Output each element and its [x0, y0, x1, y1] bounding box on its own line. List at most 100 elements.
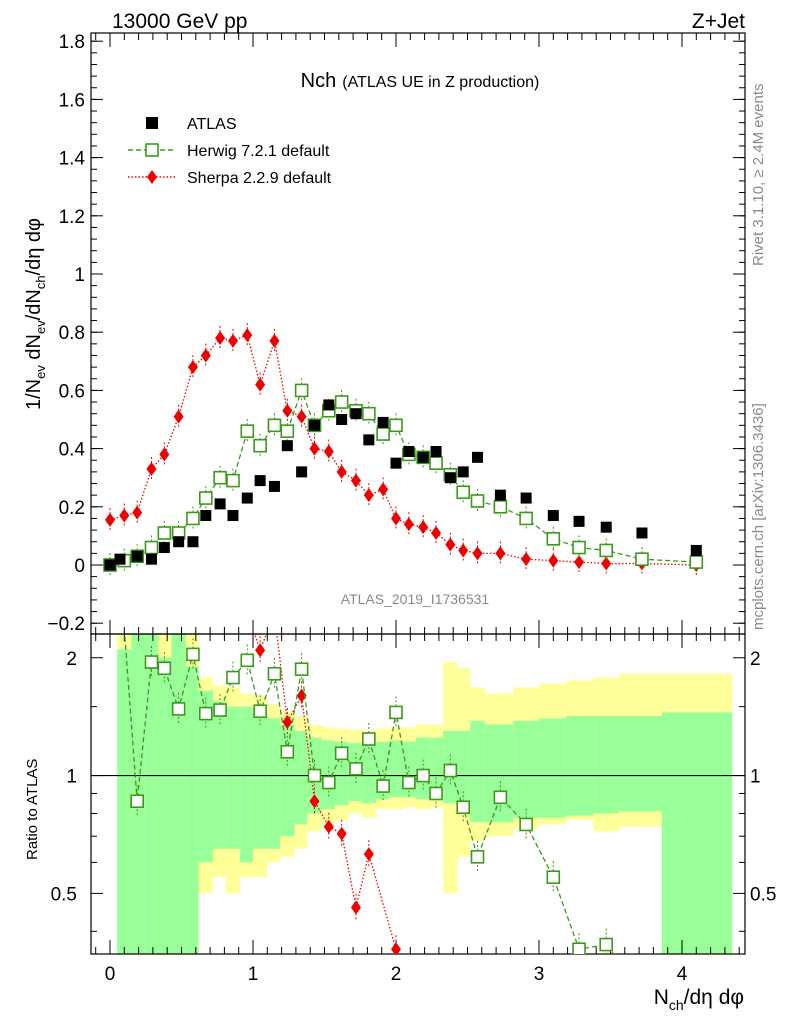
process-label: Z+Jet [692, 10, 745, 33]
sherpa-ratio-point [350, 900, 361, 915]
sherpa-point [403, 517, 414, 532]
sherpa-point [548, 553, 559, 568]
sherpa-point [323, 444, 334, 459]
herwig-point [456, 485, 471, 500]
inner-band-bin [198, 690, 213, 863]
main-series [103, 323, 704, 577]
legend-herwig-marker [145, 143, 159, 157]
herwig-point [572, 540, 586, 555]
herwig-ratio-point [470, 850, 485, 864]
sherpa-point [521, 552, 532, 567]
analysis-id: ATLAS_2019_I1736531 [341, 591, 490, 607]
atlas-point [281, 440, 293, 452]
inner-band-bin [661, 712, 733, 954]
side-label-rivet: Rivet 3.1.10, ≥ 2.4M events [750, 84, 767, 267]
atlas-point [457, 466, 469, 478]
herwig-ratio-point [130, 794, 144, 809]
inner-band-bin [619, 715, 662, 812]
y-tick-label: 1.2 [59, 207, 85, 228]
herwig-point [213, 470, 227, 485]
atlas-point [254, 475, 266, 487]
y-tick-label: 1.6 [59, 90, 85, 111]
atlas-point [104, 559, 116, 571]
sherpa-point [391, 511, 401, 526]
legend-atlas-label: ATLAS [187, 116, 237, 133]
herwig-ratio-point [199, 706, 213, 721]
atlas-point [690, 544, 702, 556]
sherpa-point [472, 546, 483, 561]
herwig-ratio-point [376, 779, 390, 793]
ratio-tick-label: 1 [66, 767, 77, 788]
herwig-point [362, 406, 376, 421]
herwig-point [389, 418, 403, 433]
atlas-point [227, 510, 239, 522]
sherpa-point [458, 543, 469, 558]
sherpa-ratio-point [282, 715, 293, 730]
herwig-point [157, 526, 172, 540]
herwig-ratio-point [402, 775, 416, 790]
sherpa-point [173, 409, 184, 424]
inner-band-bin [185, 666, 199, 954]
herwig-ratio-point [213, 703, 227, 717]
sherpa-ratio-point [269, 606, 279, 620]
sherpa-point [431, 525, 442, 540]
sherpa-point [601, 556, 612, 571]
herwig-ratio-point [144, 655, 159, 669]
herwig-ratio-point [443, 763, 458, 778]
y-tick-label: 0.8 [59, 323, 85, 344]
sherpa-point [146, 461, 157, 476]
side-label-mcplots: mcplots.cern.ch [arXiv:1306.3436] [750, 403, 767, 630]
legend: ATLAS Herwig 7.2.1 default Sherpa 2.2.9 … [128, 116, 332, 187]
herwig-point [280, 424, 295, 438]
atlas-point [214, 498, 226, 510]
sherpa-point [132, 505, 143, 520]
herwig-ratio-point [294, 662, 309, 676]
ratio-clipped-group [124, 606, 615, 954]
sherpa-point [159, 447, 170, 462]
y-tick-label: 0.6 [59, 381, 85, 402]
y-axis-label: 1/Nev dNev/dNch/dη dφ [23, 218, 48, 410]
herwig-point [429, 456, 443, 470]
inner-band-bin [267, 718, 281, 849]
inner-band-bin [513, 720, 539, 818]
inner-band-bin [144, 634, 159, 954]
atlas-point [573, 515, 585, 527]
ratio-series [124, 606, 615, 954]
sherpa-ratio-point [336, 826, 347, 841]
chart-title-sub: (ATLAS UE in Z production) [342, 74, 539, 91]
legend-sherpa-label: Sherpa 2.2.9 default [187, 170, 332, 187]
herwig-point [294, 383, 309, 398]
sherpa-ratio-point [391, 942, 401, 954]
inner-band-bin [117, 649, 132, 954]
atlas-point [600, 521, 612, 533]
atlas-point [636, 527, 648, 539]
atlas-point [323, 399, 335, 411]
ratio-tick-label-right: 0.5 [750, 884, 776, 905]
atlas-point [377, 416, 389, 428]
herwig-point [470, 494, 485, 508]
herwig-ratio-point [171, 702, 186, 716]
atlas-point [494, 489, 506, 501]
herwig-point [186, 511, 200, 526]
sherpa-point [119, 508, 130, 523]
ratio-tick-label: 0.5 [51, 884, 77, 905]
sherpa-ratio-point [255, 643, 266, 658]
y-tick-label: 1.4 [59, 149, 86, 170]
atlas-point [131, 550, 143, 562]
sherpa-point [350, 473, 361, 488]
atlas-point [336, 414, 348, 425]
atlas-point [173, 536, 185, 548]
y-tick-label: 1 [74, 265, 85, 286]
atlas-point [430, 446, 442, 458]
atlas-point [547, 510, 559, 522]
x-tick-label: 4 [677, 964, 688, 985]
inner-band-bin [212, 701, 226, 849]
y-tick-label: 0 [74, 556, 85, 577]
herwig-ratio-point [349, 762, 363, 776]
inner-band-bin [294, 730, 308, 825]
atlas-point [114, 553, 126, 565]
herwig-ratio-point [226, 670, 240, 685]
herwig-point [253, 438, 267, 453]
herwig-ratio-point [334, 746, 349, 761]
